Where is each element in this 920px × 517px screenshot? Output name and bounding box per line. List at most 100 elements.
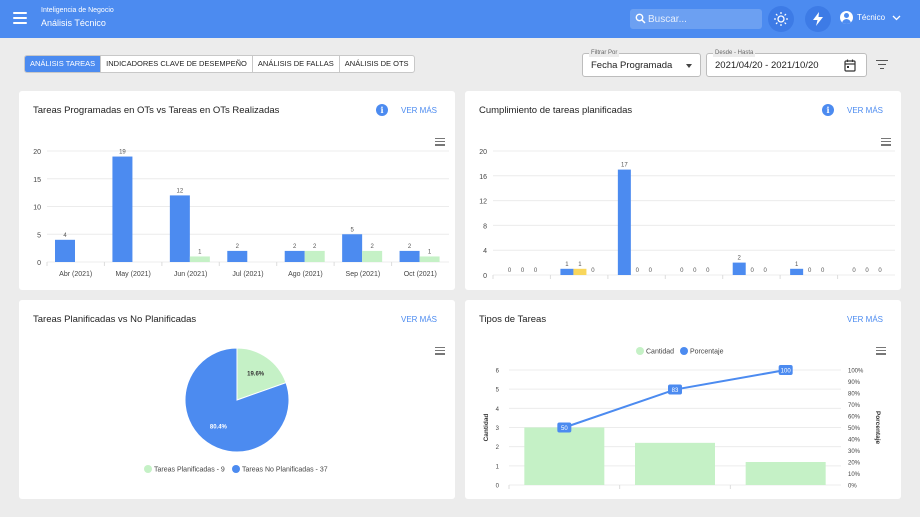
legend-label: Tareas Planificadas - 9: [154, 467, 225, 474]
legend-label: Porcentaje: [690, 349, 724, 356]
filter-by-select[interactable]: Filtrar Por Fecha Programada: [582, 49, 701, 77]
bar: [169, 195, 190, 262]
bar: [617, 169, 631, 275]
y2-tick-label: 90%: [848, 380, 861, 386]
bar: [227, 250, 248, 262]
app-title: Análisis Técnico: [41, 18, 106, 28]
bar: [524, 427, 605, 485]
dropdown-caret-icon: [686, 64, 692, 68]
data-label: 0: [693, 268, 697, 274]
chart-menu-icon[interactable]: [435, 138, 445, 146]
bar: [304, 250, 325, 262]
data-label: 0: [865, 268, 869, 274]
data-label: 19: [119, 150, 126, 156]
y2-tick-label: 10%: [848, 472, 861, 478]
y2-tick-label: 60%: [848, 415, 861, 421]
y2-tick-label: 50%: [848, 426, 861, 432]
search-icon: [635, 13, 646, 24]
info-icon[interactable]: i: [376, 104, 388, 116]
y-axis-label: Cantidad: [483, 414, 490, 442]
x-tick-label: Sep (2021): [346, 271, 381, 278]
legend-marker: [232, 465, 240, 473]
y2-axis-label: Porcentaje: [874, 411, 881, 445]
x-tick-label: Jun (2021): [174, 271, 207, 278]
y-tick-label: 4: [496, 407, 500, 413]
data-label: 0: [591, 268, 595, 274]
bar: [560, 268, 574, 275]
pie-slice: [184, 347, 290, 453]
data-label: 0: [808, 268, 812, 274]
legend-marker: [680, 347, 688, 355]
data-label: 5: [350, 227, 354, 233]
data-label: 0: [534, 268, 538, 274]
y2-tick-label: 30%: [848, 449, 861, 455]
menu-icon[interactable]: [13, 12, 27, 24]
tab-analisis-fallas[interactable]: ANÁLISIS DE FALLAS: [253, 56, 340, 72]
bar: [342, 234, 363, 262]
quick-actions-button[interactable]: [805, 6, 831, 32]
legend-label: Cantidad: [646, 349, 674, 356]
calendar-icon[interactable]: [844, 59, 856, 72]
y-tick-label: 1: [496, 464, 500, 470]
data-label: 0: [878, 268, 882, 274]
x-tick-label: May (2021): [115, 271, 150, 278]
legend-marker: [636, 347, 644, 355]
tab-analisis-ots[interactable]: ANÁLISIS DE OTS: [344, 59, 409, 68]
chart-menu-icon[interactable]: [435, 347, 445, 355]
chart-menu-icon[interactable]: [876, 347, 886, 355]
bar: [419, 256, 440, 262]
data-label: 2: [236, 244, 240, 250]
date-range-value: 2021/04/20 - 2021/10/20: [715, 60, 819, 71]
card-title: Tipos de Tareas: [479, 314, 547, 325]
y-tick-label: 5: [37, 232, 41, 239]
data-label: 2: [370, 244, 374, 250]
y-tick-label: 16: [479, 174, 487, 181]
search-input[interactable]: [648, 11, 756, 27]
ver-mas-link[interactable]: VER MÁS: [401, 315, 438, 324]
y-tick-label: 5: [496, 388, 500, 394]
y-tick-label: 6: [496, 369, 500, 375]
filter-list-icon[interactable]: [876, 60, 888, 70]
point-label-box: [778, 365, 793, 375]
date-range-field[interactable]: Desde - Hasta 2021/04/20 - 2021/10/20: [706, 49, 867, 77]
card-title: Tareas Programadas en OTs vs Tareas en O…: [33, 105, 280, 116]
data-label: 2: [313, 244, 317, 250]
data-label: 1: [565, 262, 569, 268]
slice-label: 19.6%: [247, 372, 265, 378]
card-title: Cumplimiento de tareas planificadas: [479, 105, 633, 116]
x-tick-label: Jul (2021): [232, 271, 263, 278]
theme-button[interactable]: [768, 6, 794, 32]
card-cumplimiento: Cumplimiento de tareas planificadas i VE…: [465, 91, 901, 290]
y-tick-label: 10: [33, 205, 41, 212]
tab-analisis-tareas[interactable]: ANÁLISIS TAREAS: [25, 56, 102, 72]
bar: [362, 250, 383, 262]
slice-label: 80.4%: [210, 424, 228, 430]
ver-mas-link[interactable]: VER MÁS: [401, 106, 438, 115]
ver-mas-link[interactable]: VER MÁS: [847, 315, 884, 324]
chart-menu-icon[interactable]: [881, 138, 891, 146]
y-tick-label: 4: [483, 248, 487, 255]
info-icon[interactable]: i: [822, 104, 834, 116]
data-label: 1: [198, 249, 202, 255]
y-tick-label: 8: [483, 223, 487, 230]
data-label: 1: [428, 249, 432, 255]
point-label: 50: [561, 426, 568, 432]
y-tick-label: 12: [479, 199, 487, 206]
y2-tick-label: 20%: [848, 461, 861, 467]
lightning-icon: [813, 12, 823, 26]
search-box[interactable]: [630, 9, 762, 29]
x-tick-label: Oct (2021): [404, 271, 437, 278]
user-menu[interactable]: Técnico: [840, 11, 901, 24]
analysis-tabs: ANÁLISIS TAREAS INDICADORES CLAVE DE DES…: [24, 55, 415, 73]
data-label: 17: [621, 163, 628, 169]
y-tick-label: 20: [479, 149, 487, 156]
point-label-box: [557, 422, 572, 433]
data-label: 0: [636, 268, 640, 274]
data-label: 4: [63, 233, 67, 239]
bar: [399, 250, 420, 262]
y-tick-label: 20: [33, 149, 41, 156]
bar: [112, 156, 133, 262]
ver-mas-link[interactable]: VER MÁS: [847, 106, 884, 115]
tab-indicadores[interactable]: INDICADORES CLAVE DE DESEMPEÑO: [101, 56, 253, 72]
